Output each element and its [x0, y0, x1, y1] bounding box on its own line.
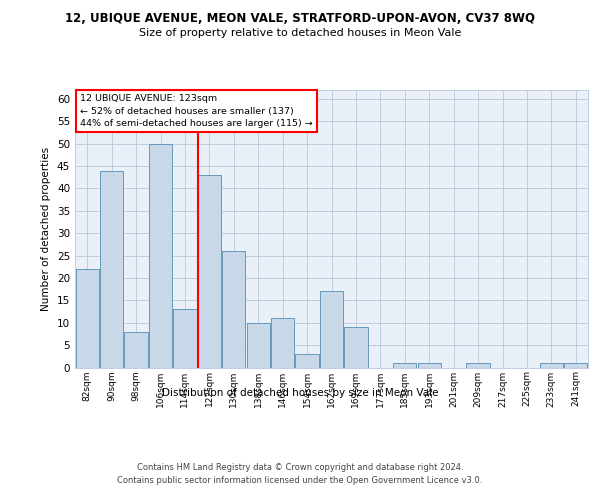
Y-axis label: Number of detached properties: Number of detached properties	[41, 146, 52, 311]
Text: Distribution of detached houses by size in Meon Vale: Distribution of detached houses by size …	[162, 388, 438, 398]
Text: 12, UBIQUE AVENUE, MEON VALE, STRATFORD-UPON-AVON, CV37 8WQ: 12, UBIQUE AVENUE, MEON VALE, STRATFORD-…	[65, 12, 535, 26]
Text: Contains public sector information licensed under the Open Government Licence v3: Contains public sector information licen…	[118, 476, 482, 485]
Bar	[247, 322, 270, 368]
Text: Size of property relative to detached houses in Meon Vale: Size of property relative to detached ho…	[139, 28, 461, 38]
Bar	[344, 327, 368, 368]
Bar	[198, 175, 221, 368]
Bar	[173, 310, 197, 368]
Text: Contains HM Land Registry data © Crown copyright and database right 2024.: Contains HM Land Registry data © Crown c…	[137, 462, 463, 471]
Bar	[466, 363, 490, 368]
Bar	[393, 363, 416, 368]
Bar	[320, 292, 343, 368]
Bar	[271, 318, 294, 368]
Bar	[418, 363, 441, 368]
Bar	[540, 363, 563, 368]
Bar	[564, 363, 587, 368]
Bar	[76, 269, 99, 368]
Bar	[295, 354, 319, 368]
Bar	[149, 144, 172, 368]
Bar	[100, 170, 123, 368]
Text: 12 UBIQUE AVENUE: 123sqm
← 52% of detached houses are smaller (137)
44% of semi-: 12 UBIQUE AVENUE: 123sqm ← 52% of detach…	[80, 94, 313, 128]
Bar	[124, 332, 148, 368]
Bar	[222, 251, 245, 368]
